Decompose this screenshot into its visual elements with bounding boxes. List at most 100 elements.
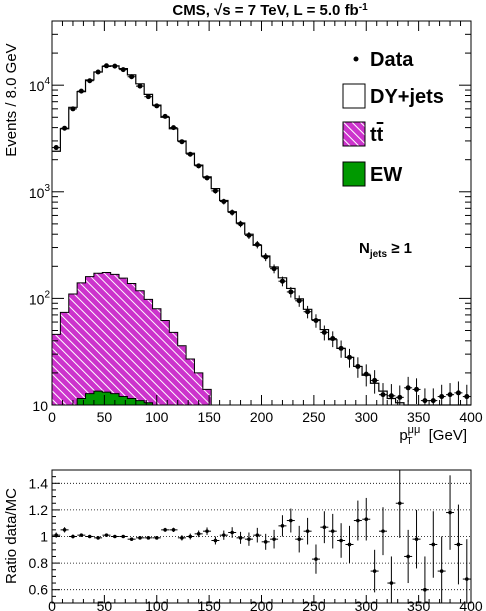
data-point-marker <box>330 336 336 342</box>
data-point <box>429 388 438 405</box>
ratio-point <box>387 556 396 603</box>
legend-data-label: Data <box>370 49 414 71</box>
data-point-marker <box>338 345 344 351</box>
legend-ew-label: EW <box>370 164 402 186</box>
ratio-point <box>110 534 119 539</box>
data-point-marker <box>246 232 252 238</box>
ratio-point-marker <box>196 532 201 536</box>
ratio-y-tick-label: 1.4 <box>29 475 49 491</box>
data-point <box>127 74 136 80</box>
main-y-axis-label: Events / 8.0 GeV <box>3 43 20 156</box>
data-point <box>311 314 320 328</box>
data-point-marker <box>372 377 378 383</box>
ratio-x-axis: 0 50 100 150 200 250 300 350 400 <box>48 595 483 611</box>
data-point <box>144 94 153 100</box>
ratio-point-marker <box>414 537 419 541</box>
legend-ttbar-label: tt <box>370 124 384 146</box>
data-point-marker <box>439 394 445 400</box>
main-x-tick-label: 200 <box>250 409 274 425</box>
data-point-marker <box>120 67 126 73</box>
ratio-point-marker <box>272 537 276 541</box>
ratio-point <box>68 534 77 539</box>
data-point <box>462 384 471 405</box>
ratio-point-marker <box>339 538 343 543</box>
ratio-point <box>186 533 195 540</box>
ratio-point <box>244 532 253 546</box>
data-point-marker <box>196 163 202 169</box>
data-point <box>437 384 446 405</box>
data-point-marker <box>238 221 244 227</box>
data-point-marker <box>145 94 151 100</box>
ratio-y-tick-label: 0.8 <box>29 555 49 571</box>
ratio-point-marker <box>247 537 251 541</box>
legend-item-ew: EW <box>342 161 402 187</box>
ratio-point <box>295 525 304 553</box>
ratio-point <box>127 537 136 541</box>
ratio-point <box>253 527 262 543</box>
ttbar-histogram <box>51 271 220 406</box>
ratio-y-tick-label: 1.2 <box>29 502 49 518</box>
ratio-point <box>462 539 471 603</box>
ratio-plot-series <box>52 470 471 603</box>
legend-dyjets-swatch <box>342 83 366 109</box>
data-point-marker <box>397 394 403 400</box>
data-point-marker <box>447 392 453 398</box>
ratio-point <box>278 515 287 537</box>
data-point-marker <box>288 289 294 295</box>
data-point-marker <box>221 199 227 205</box>
ratio-point <box>60 527 69 533</box>
data-point-marker <box>279 278 285 284</box>
data-point-marker <box>430 398 436 404</box>
ratio-point-marker <box>121 534 126 539</box>
main-plot-series <box>51 63 471 406</box>
ratio-point-marker <box>213 538 218 543</box>
data-point <box>270 264 279 274</box>
data-point <box>177 139 186 145</box>
data-point <box>228 209 237 216</box>
ratio-point <box>94 536 103 540</box>
main-x-tick-label: 350 <box>407 409 431 425</box>
data-point <box>152 103 161 109</box>
ratio-point <box>437 536 446 603</box>
data-point <box>194 163 203 169</box>
ratio-point-marker <box>113 534 117 539</box>
data-point-marker <box>313 318 319 324</box>
ratio-point-marker <box>205 529 209 533</box>
data-point-marker <box>171 125 177 131</box>
data-point <box>244 232 253 240</box>
ratio-point-marker <box>465 577 469 581</box>
legend-dyjets-label: DY+jets <box>370 86 444 108</box>
data-point-marker <box>137 83 143 89</box>
ratio-x-tick-label: 100 <box>145 598 169 611</box>
ratio-y-axis-label: Ratio data/MC <box>3 488 20 584</box>
ratio-point-marker <box>448 510 452 515</box>
ratio-point <box>446 475 455 550</box>
ratio-x-tick-label: 250 <box>302 598 326 611</box>
ratio-point-marker <box>138 536 142 540</box>
main-x-axis: 0 50 100 150 200 250 300 350 400 <box>48 21 483 425</box>
data-point-marker <box>87 78 93 84</box>
data-point-marker <box>162 113 168 119</box>
ratio-point-marker <box>381 529 385 533</box>
data-point <box>110 63 119 69</box>
data-point <box>211 188 220 194</box>
ratio-point <box>412 509 421 569</box>
ratio-point <box>362 497 371 541</box>
data-point-marker <box>363 371 369 377</box>
data-point-marker <box>95 69 101 75</box>
data-point-marker <box>53 145 59 151</box>
ratio-point <box>429 511 438 578</box>
data-point <box>345 348 354 368</box>
data-point <box>85 78 94 84</box>
ratio-point <box>353 500 362 541</box>
ratio-point <box>328 513 337 549</box>
data-point-marker <box>422 398 428 404</box>
ratio-point <box>454 504 463 585</box>
ratio-point <box>135 536 144 540</box>
main-x-tick-label: 100 <box>145 409 169 425</box>
data-point-marker <box>254 242 260 248</box>
ratio-point <box>270 529 279 549</box>
ratio-point-marker <box>96 536 100 540</box>
data-point <box>295 295 304 307</box>
ratio-x-tick-label: 300 <box>355 598 379 611</box>
